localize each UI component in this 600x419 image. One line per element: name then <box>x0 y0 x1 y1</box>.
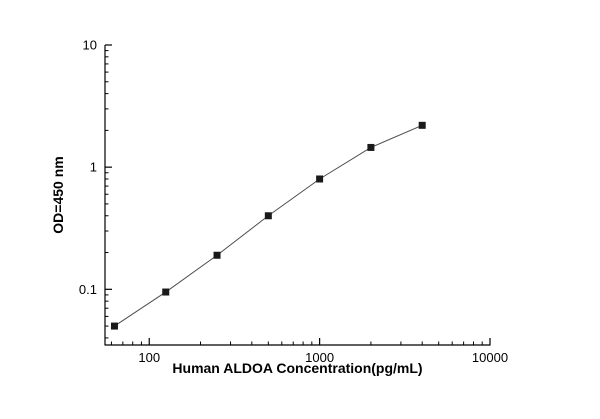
data-point <box>418 121 426 129</box>
x-axis-title: Human ALDOA Concentration(pg/mL) <box>172 360 423 376</box>
data-point <box>367 143 375 151</box>
data-point <box>213 251 221 259</box>
data-point <box>110 322 118 330</box>
y-axis-title: OD=450 nm <box>50 156 66 234</box>
data-point <box>264 212 272 220</box>
x-tick-label: 10000 <box>472 350 508 365</box>
data-point <box>316 175 324 183</box>
y-tick-label: 1 <box>90 160 97 175</box>
x-tick-label: 100 <box>138 350 160 365</box>
y-tick-label: 0.1 <box>79 282 97 297</box>
y-tick-label: 10 <box>83 38 97 53</box>
x-tick-label: 1000 <box>305 350 334 365</box>
data-line <box>114 124 423 327</box>
data-point <box>162 288 170 296</box>
